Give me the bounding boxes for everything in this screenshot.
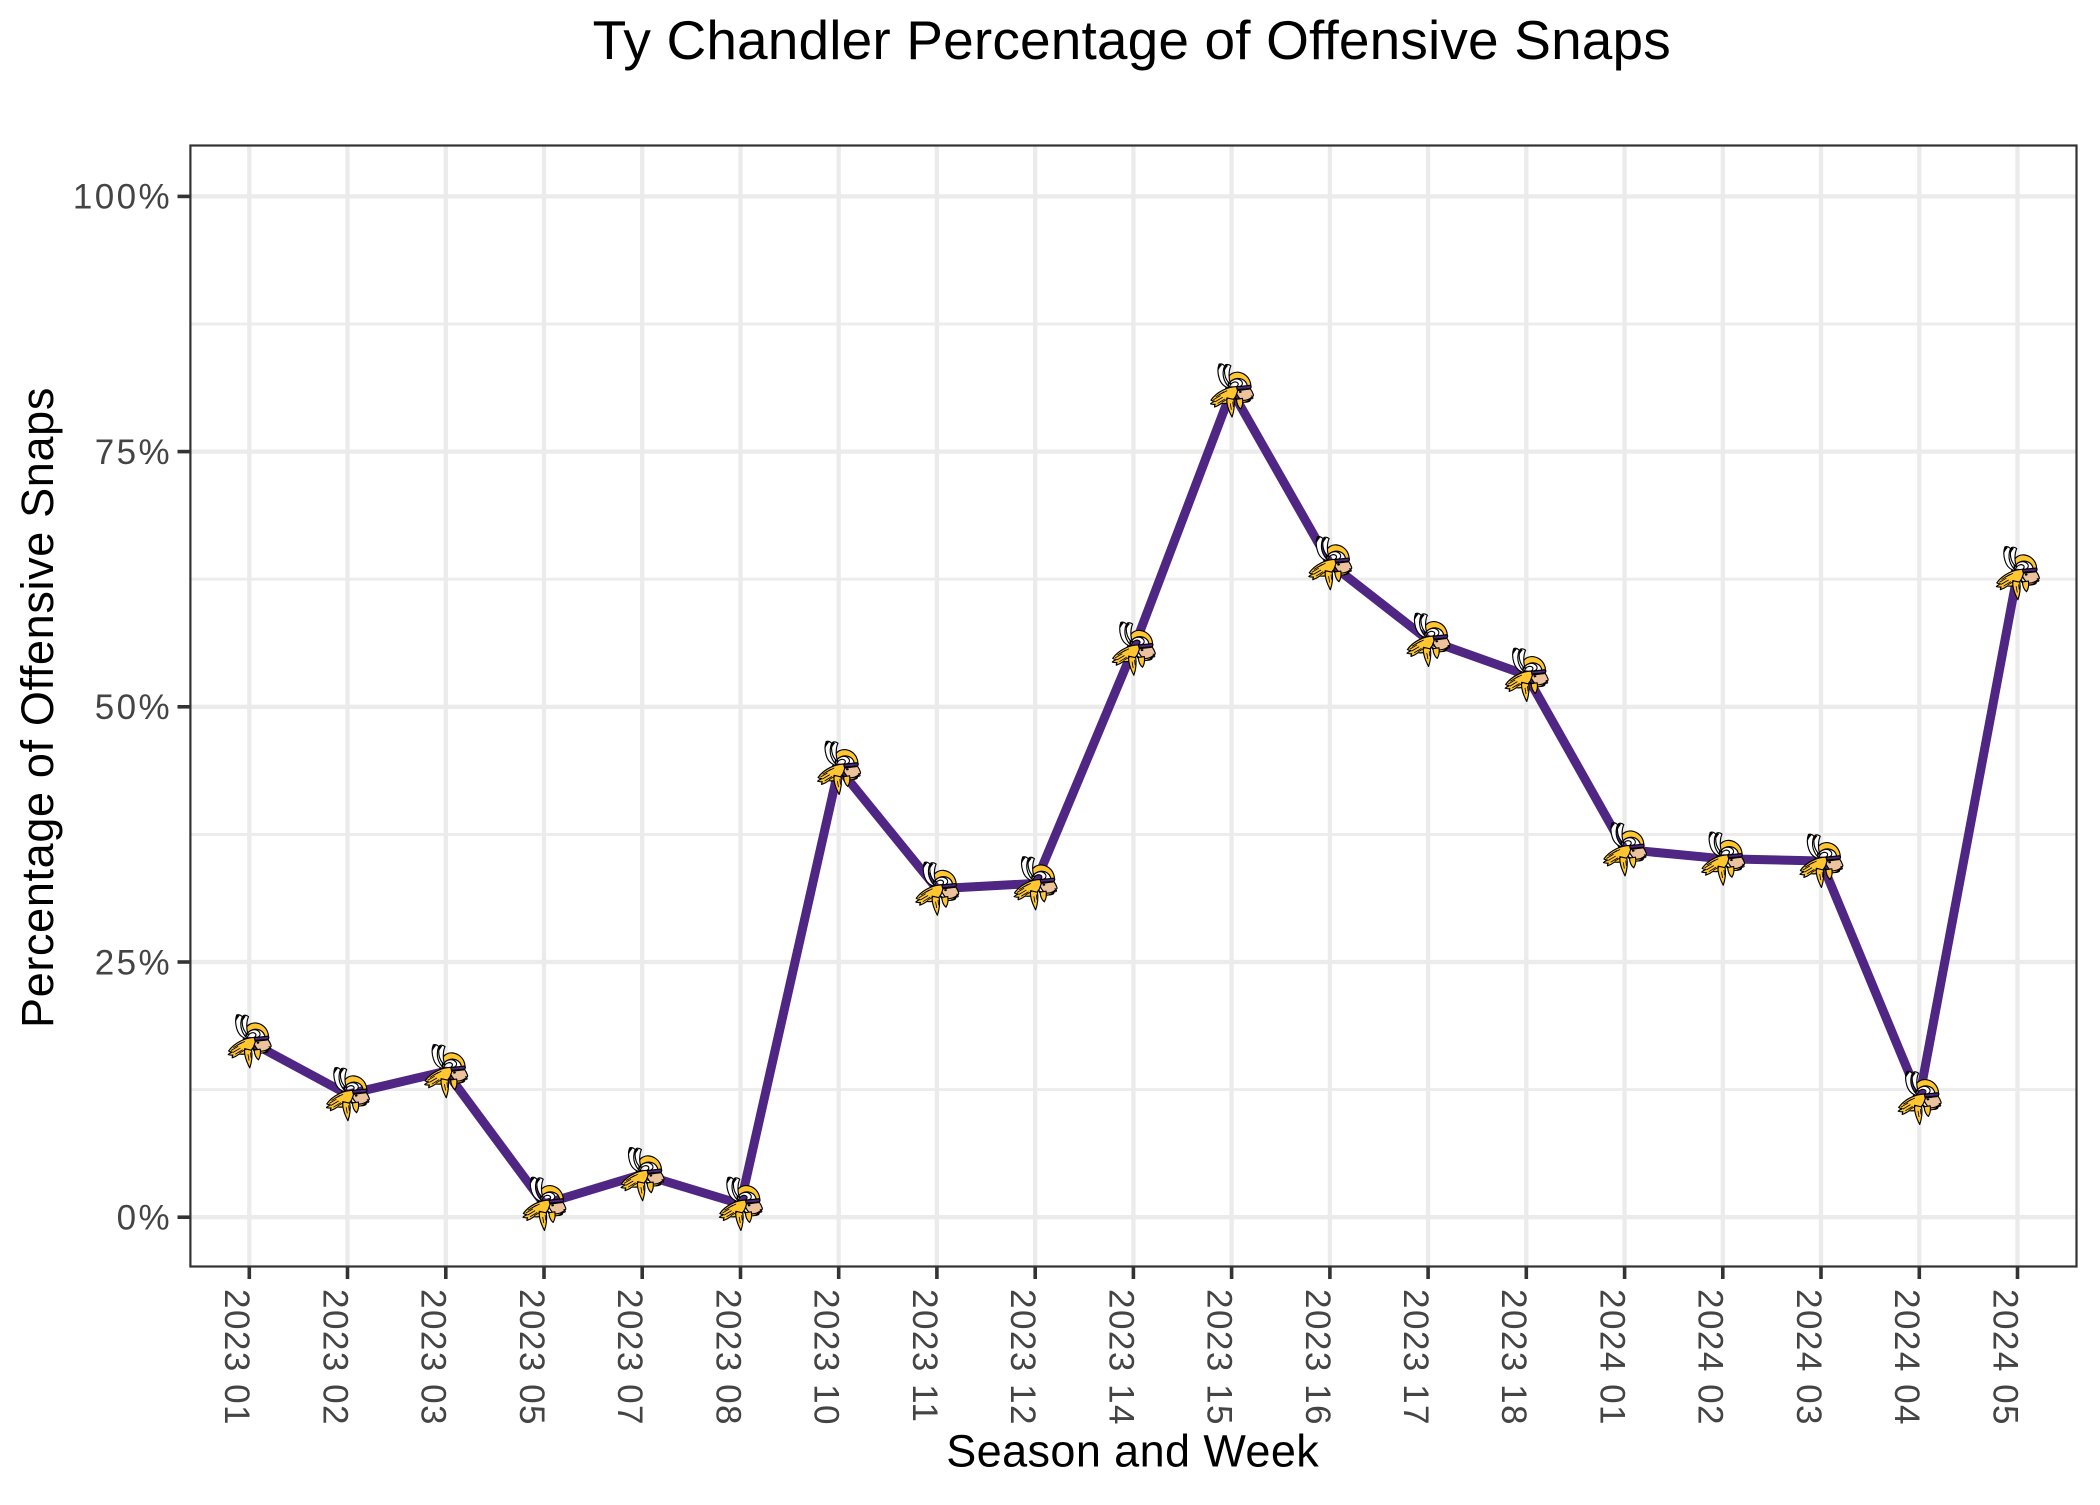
svg-text:0%: 0% (117, 1199, 172, 1238)
svg-text:2023 18: 2023 18 (1494, 1289, 1533, 1426)
svg-text:2024 01: 2024 01 (1593, 1289, 1632, 1426)
svg-text:Percentage of Offensive Snaps: Percentage of Offensive Snaps (12, 387, 63, 1028)
svg-text:Season and Week: Season and Week (946, 1426, 1319, 1477)
svg-text:2024 02: 2024 02 (1691, 1289, 1730, 1426)
svg-text:2023 15: 2023 15 (1200, 1289, 1239, 1426)
svg-text:100%: 100% (73, 178, 172, 217)
svg-text:2023 05: 2023 05 (512, 1289, 551, 1426)
svg-text:2023 10: 2023 10 (807, 1289, 846, 1426)
svg-text:2023 12: 2023 12 (1003, 1289, 1042, 1426)
svg-text:2023 17: 2023 17 (1396, 1289, 1435, 1426)
svg-text:2023 14: 2023 14 (1101, 1289, 1140, 1426)
svg-text:2024 04: 2024 04 (1887, 1289, 1926, 1426)
svg-text:25%: 25% (95, 943, 172, 982)
svg-text:2023 11: 2023 11 (905, 1289, 944, 1423)
svg-text:2023 08: 2023 08 (708, 1289, 747, 1426)
svg-text:2023 16: 2023 16 (1298, 1289, 1337, 1426)
svg-text:2023 01: 2023 01 (217, 1289, 256, 1426)
svg-text:50%: 50% (95, 688, 172, 727)
svg-text:2023 03: 2023 03 (414, 1289, 453, 1426)
svg-text:2024 03: 2024 03 (1789, 1289, 1828, 1426)
svg-text:2023 02: 2023 02 (315, 1289, 354, 1426)
svg-text:2024 05: 2024 05 (1985, 1289, 2024, 1426)
svg-text:75%: 75% (95, 433, 172, 472)
svg-text:2023 07: 2023 07 (610, 1289, 649, 1426)
svg-text:Ty Chandler Percentage of Offe: Ty Chandler Percentage of Offensive Snap… (593, 9, 1671, 71)
